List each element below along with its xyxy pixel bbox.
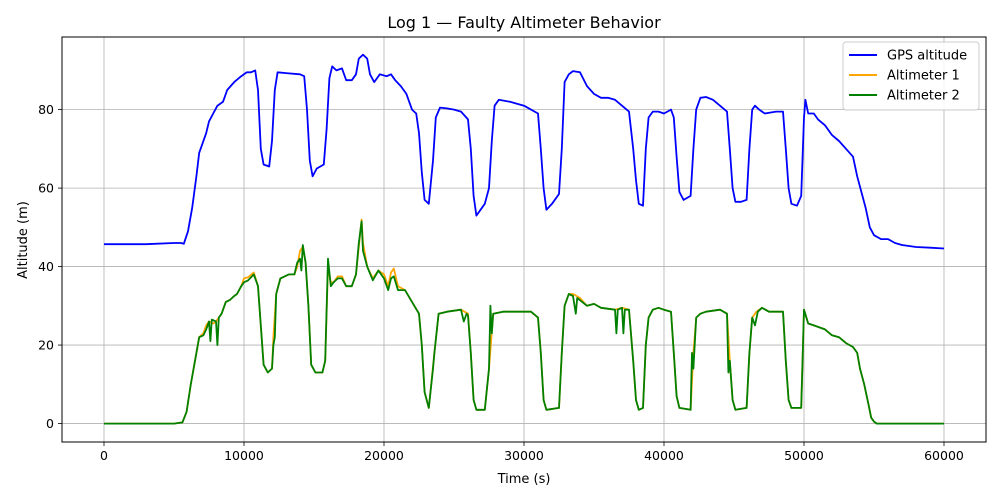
legend: GPS altitude Altimeter 1 Altimeter 2 [842,41,980,111]
y-tick-label: 0 [46,416,54,431]
x-tick-label: 50000 [784,448,824,463]
y-tick-label: 80 [38,102,54,117]
grid-lines [62,37,986,442]
x-tick-label: 20000 [364,448,404,463]
series-line-altimeter-2 [104,220,944,425]
legend-label-gps-altitude: GPS altitude [887,49,967,64]
y-axis-ticks: 0 20 40 60 80 [38,102,62,431]
chart-title: Log 1 — Faulty Altimeter Behavior [387,13,661,32]
x-tick-label: 0 [100,448,108,463]
x-tick-label: 60000 [924,448,964,463]
x-tick-label: 10000 [224,448,264,463]
y-tick-label: 20 [38,338,54,353]
series-line-gps-altitude [104,53,945,250]
x-tick-label: 30000 [504,448,544,463]
x-axis-label: Time (s) [497,472,551,487]
legend-label-altimeter-1: Altimeter 1 [887,69,960,84]
y-tick-label: 40 [38,259,54,274]
x-axis-ticks: 0 10000 20000 30000 40000 50000 60000 [100,442,964,463]
y-tick-label: 60 [38,181,54,196]
series-layer [104,53,945,425]
legend-label-altimeter-2: Altimeter 2 [887,89,960,104]
y-axis-label: Altitude (m) [16,201,31,279]
x-tick-label: 40000 [644,448,684,463]
legend-box [842,41,980,111]
